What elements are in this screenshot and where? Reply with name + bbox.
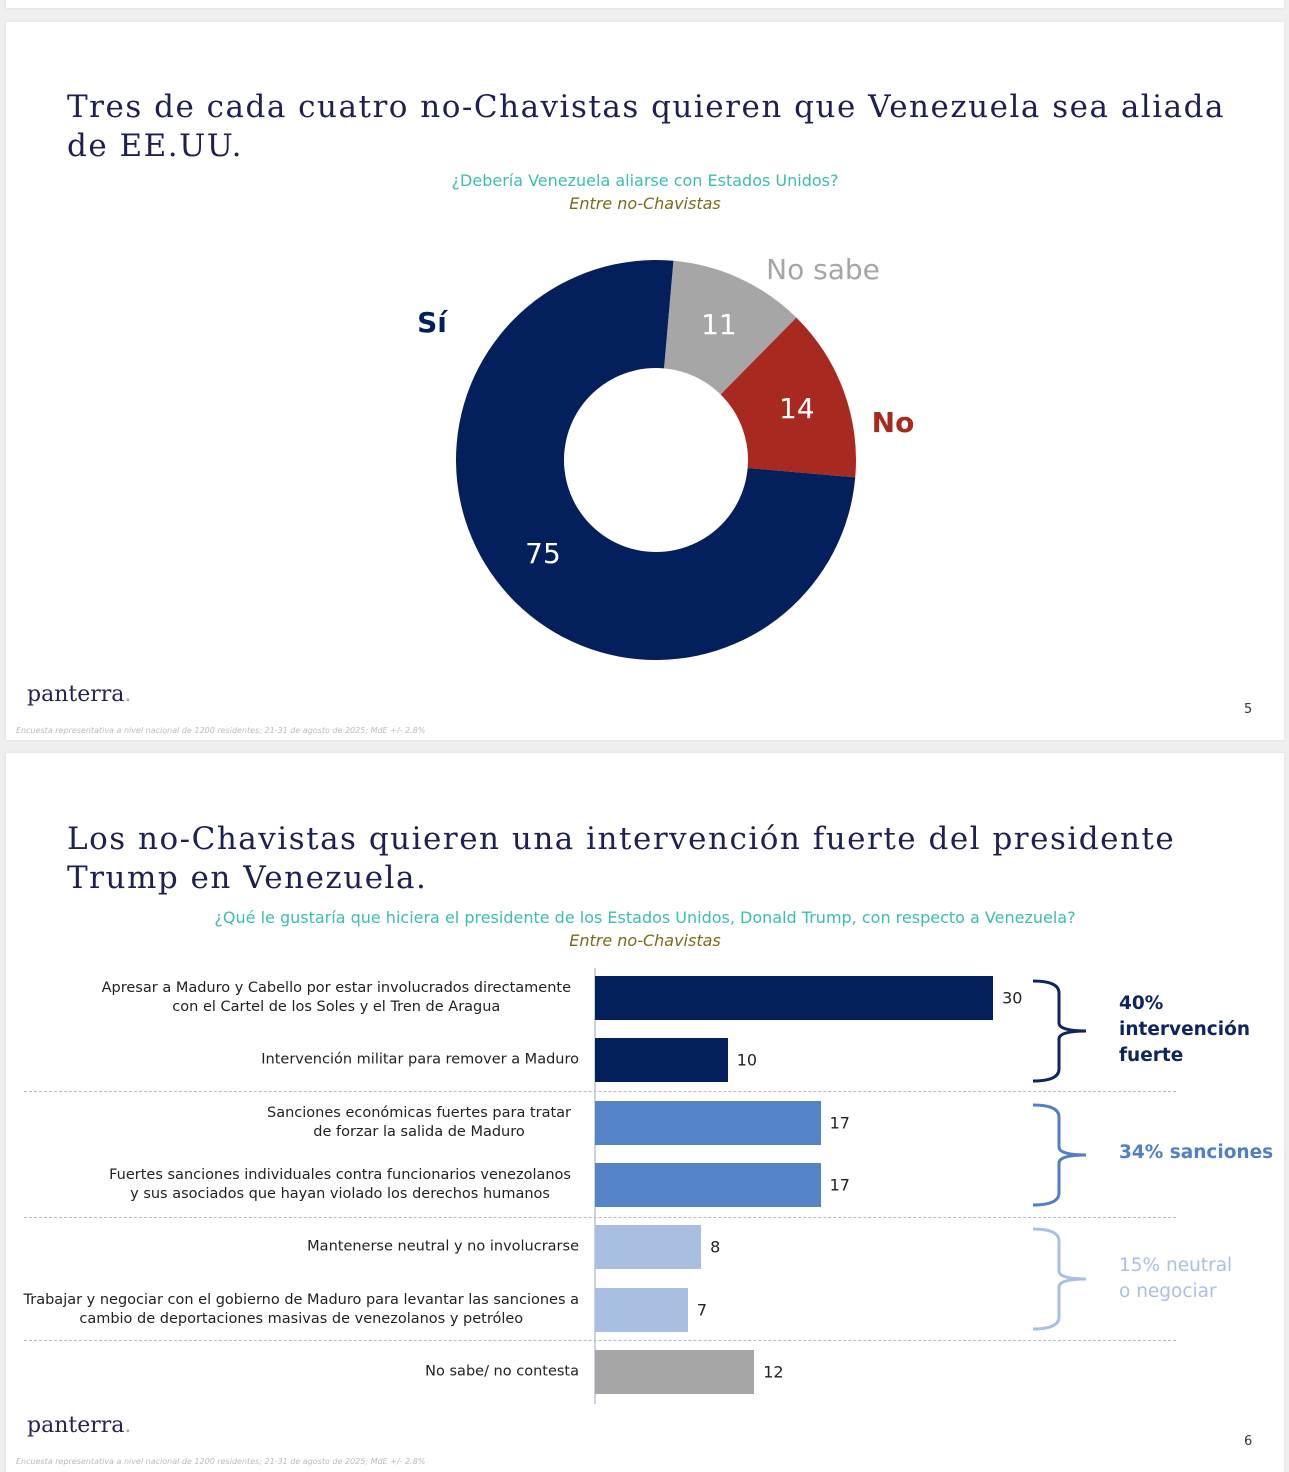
category-label: Apresar a Maduro y Cabello por estar inv… [101, 980, 571, 1015]
brace-icon [1032, 1103, 1087, 1207]
data-label: 30 [1002, 988, 1023, 1008]
panterra-logo: panterra. [27, 1413, 132, 1438]
bar [595, 1288, 688, 1332]
category-label: No sabe [766, 253, 880, 286]
category-label: Trabajar y negociar con el gobierno de M… [23, 1292, 579, 1327]
group-label-intervencion: 40% intervención fuerte [1119, 993, 1250, 1066]
survey-question: ¿Qué le gustaría que hiciera el presiden… [214, 908, 1076, 927]
group-divider [24, 1091, 1176, 1092]
category-label: Mantenerse neutral y no involucrarse [307, 1238, 579, 1255]
group-label-neutral: 15% neutral o negociar [1119, 1255, 1233, 1302]
subtitle: Entre no-Chavistas [569, 931, 721, 950]
brace-icon [1032, 1227, 1087, 1331]
bar [595, 1350, 755, 1394]
brace-icon [1032, 979, 1087, 1083]
data-label: 17 [829, 1113, 850, 1133]
bar [595, 1225, 702, 1269]
category-label: No sabe/ no contesta [425, 1363, 579, 1380]
bar [595, 1163, 821, 1207]
group-divider [24, 1340, 1176, 1341]
subtitle: Entre no-Chavistas [569, 194, 721, 213]
slide-title: Los no-Chavistas quieren una intervenció… [67, 821, 1176, 896]
group-divider [24, 1217, 1176, 1218]
footnote: Encuesta representativa a nivel nacional… [16, 1457, 426, 1466]
data-label: 75 [525, 537, 561, 570]
page-number: 5 [1244, 702, 1253, 717]
data-label: 12 [763, 1362, 784, 1382]
bar [595, 1101, 821, 1145]
previous-slide-edge [6, 0, 1284, 8]
donut-chart: 11 No sabe 14 No 75 Sí [417, 253, 915, 661]
group-braces [1032, 979, 1087, 1331]
slide-title: Tres de cada cuatro no-Chavistas quieren… [67, 89, 1225, 164]
data-label: 8 [710, 1237, 721, 1257]
donut-slice-2 [455, 260, 856, 661]
slide-5: Tres de cada cuatro no-Chavistas quieren… [6, 22, 1284, 740]
data-label: 14 [779, 392, 815, 425]
group-label-sanciones: 34% sanciones [1119, 1142, 1274, 1163]
bar-chart: 30 Apresar a Maduro y Cabello por estar i… [6, 753, 1284, 1472]
donut-slice-0 [664, 260, 797, 395]
donut-slice-1 [720, 317, 857, 478]
category-label: Fuertes sanciones individuales contra fu… [109, 1167, 571, 1202]
survey-question: ¿Debería Venezuela aliarse con Estados U… [451, 171, 839, 190]
category-label: Intervención militar para remover a Madu… [261, 1051, 579, 1068]
category-label: Sí [417, 306, 448, 339]
category-label: No [872, 406, 915, 439]
slide-6: Los no-Chavistas quieren una intervenció… [6, 753, 1284, 1472]
bar [595, 976, 994, 1020]
bar [595, 1038, 728, 1082]
data-label: 11 [701, 308, 737, 341]
data-label: 7 [696, 1300, 708, 1320]
panterra-logo: panterra. [27, 682, 132, 707]
page-number: 6 [1244, 1434, 1253, 1449]
footnote: Encuesta representativa a nivel nacional… [16, 726, 426, 735]
data-label: 10 [736, 1050, 758, 1070]
category-label: Sanciones económicas fuertes para tratar… [267, 1105, 571, 1140]
data-label: 17 [829, 1175, 850, 1195]
